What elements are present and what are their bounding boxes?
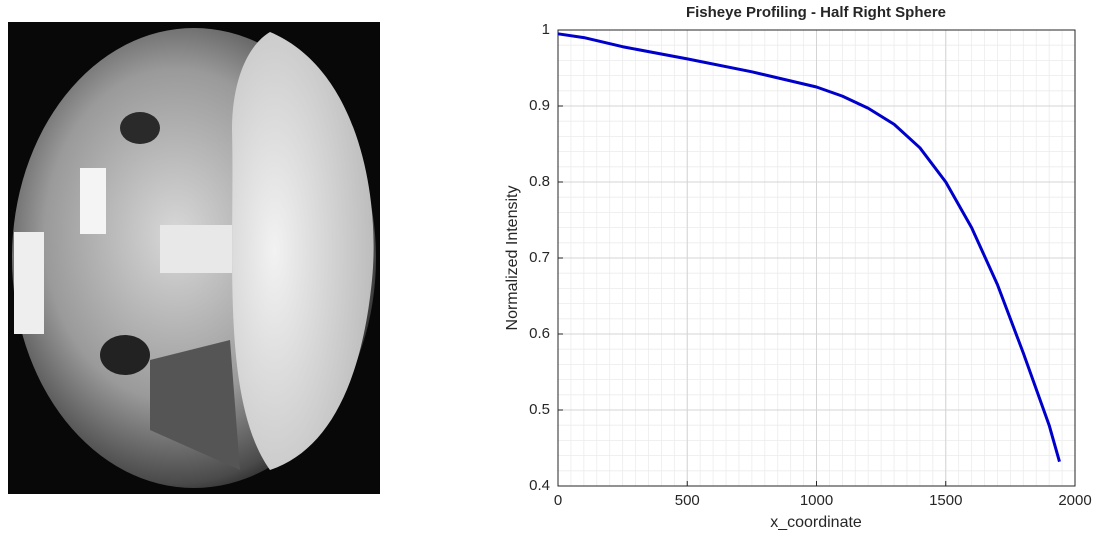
window	[14, 232, 44, 334]
chart-title: Fisheye Profiling - Half Right Sphere	[686, 4, 946, 21]
x-tick-label: 1000	[800, 492, 833, 509]
y-tick-label: 0.5	[529, 401, 550, 418]
x-tick-label: 500	[675, 492, 700, 509]
board	[160, 225, 232, 273]
sphere	[232, 32, 374, 470]
y-tick-label: 0.9	[529, 97, 550, 114]
y-tick-label: 0.8	[529, 173, 550, 190]
axes-box	[557, 29, 1076, 487]
person	[100, 335, 150, 375]
fisheye-photo	[8, 22, 380, 494]
person	[120, 112, 160, 144]
x-tick-label: 1500	[929, 492, 962, 509]
x-tick-label: 2000	[1058, 492, 1091, 509]
window	[80, 168, 106, 234]
x-axis-label: x_coordinate	[770, 514, 862, 531]
y-tick-label: 0.6	[529, 325, 550, 342]
x-tick-label: 0	[554, 492, 562, 509]
data-line	[557, 32, 1061, 463]
y-tick-label: 0.7	[529, 249, 550, 266]
y-tick-label: 1	[542, 21, 550, 38]
plot: 0 500 1000 1500 2000 0.4 0.5 0.6 0.7 0.8 0.9 1	[529, 21, 1092, 509]
person	[150, 340, 240, 470]
y-tick-label: 0.4	[529, 477, 550, 494]
y-axis-label: Normalized Intensity	[504, 186, 521, 331]
